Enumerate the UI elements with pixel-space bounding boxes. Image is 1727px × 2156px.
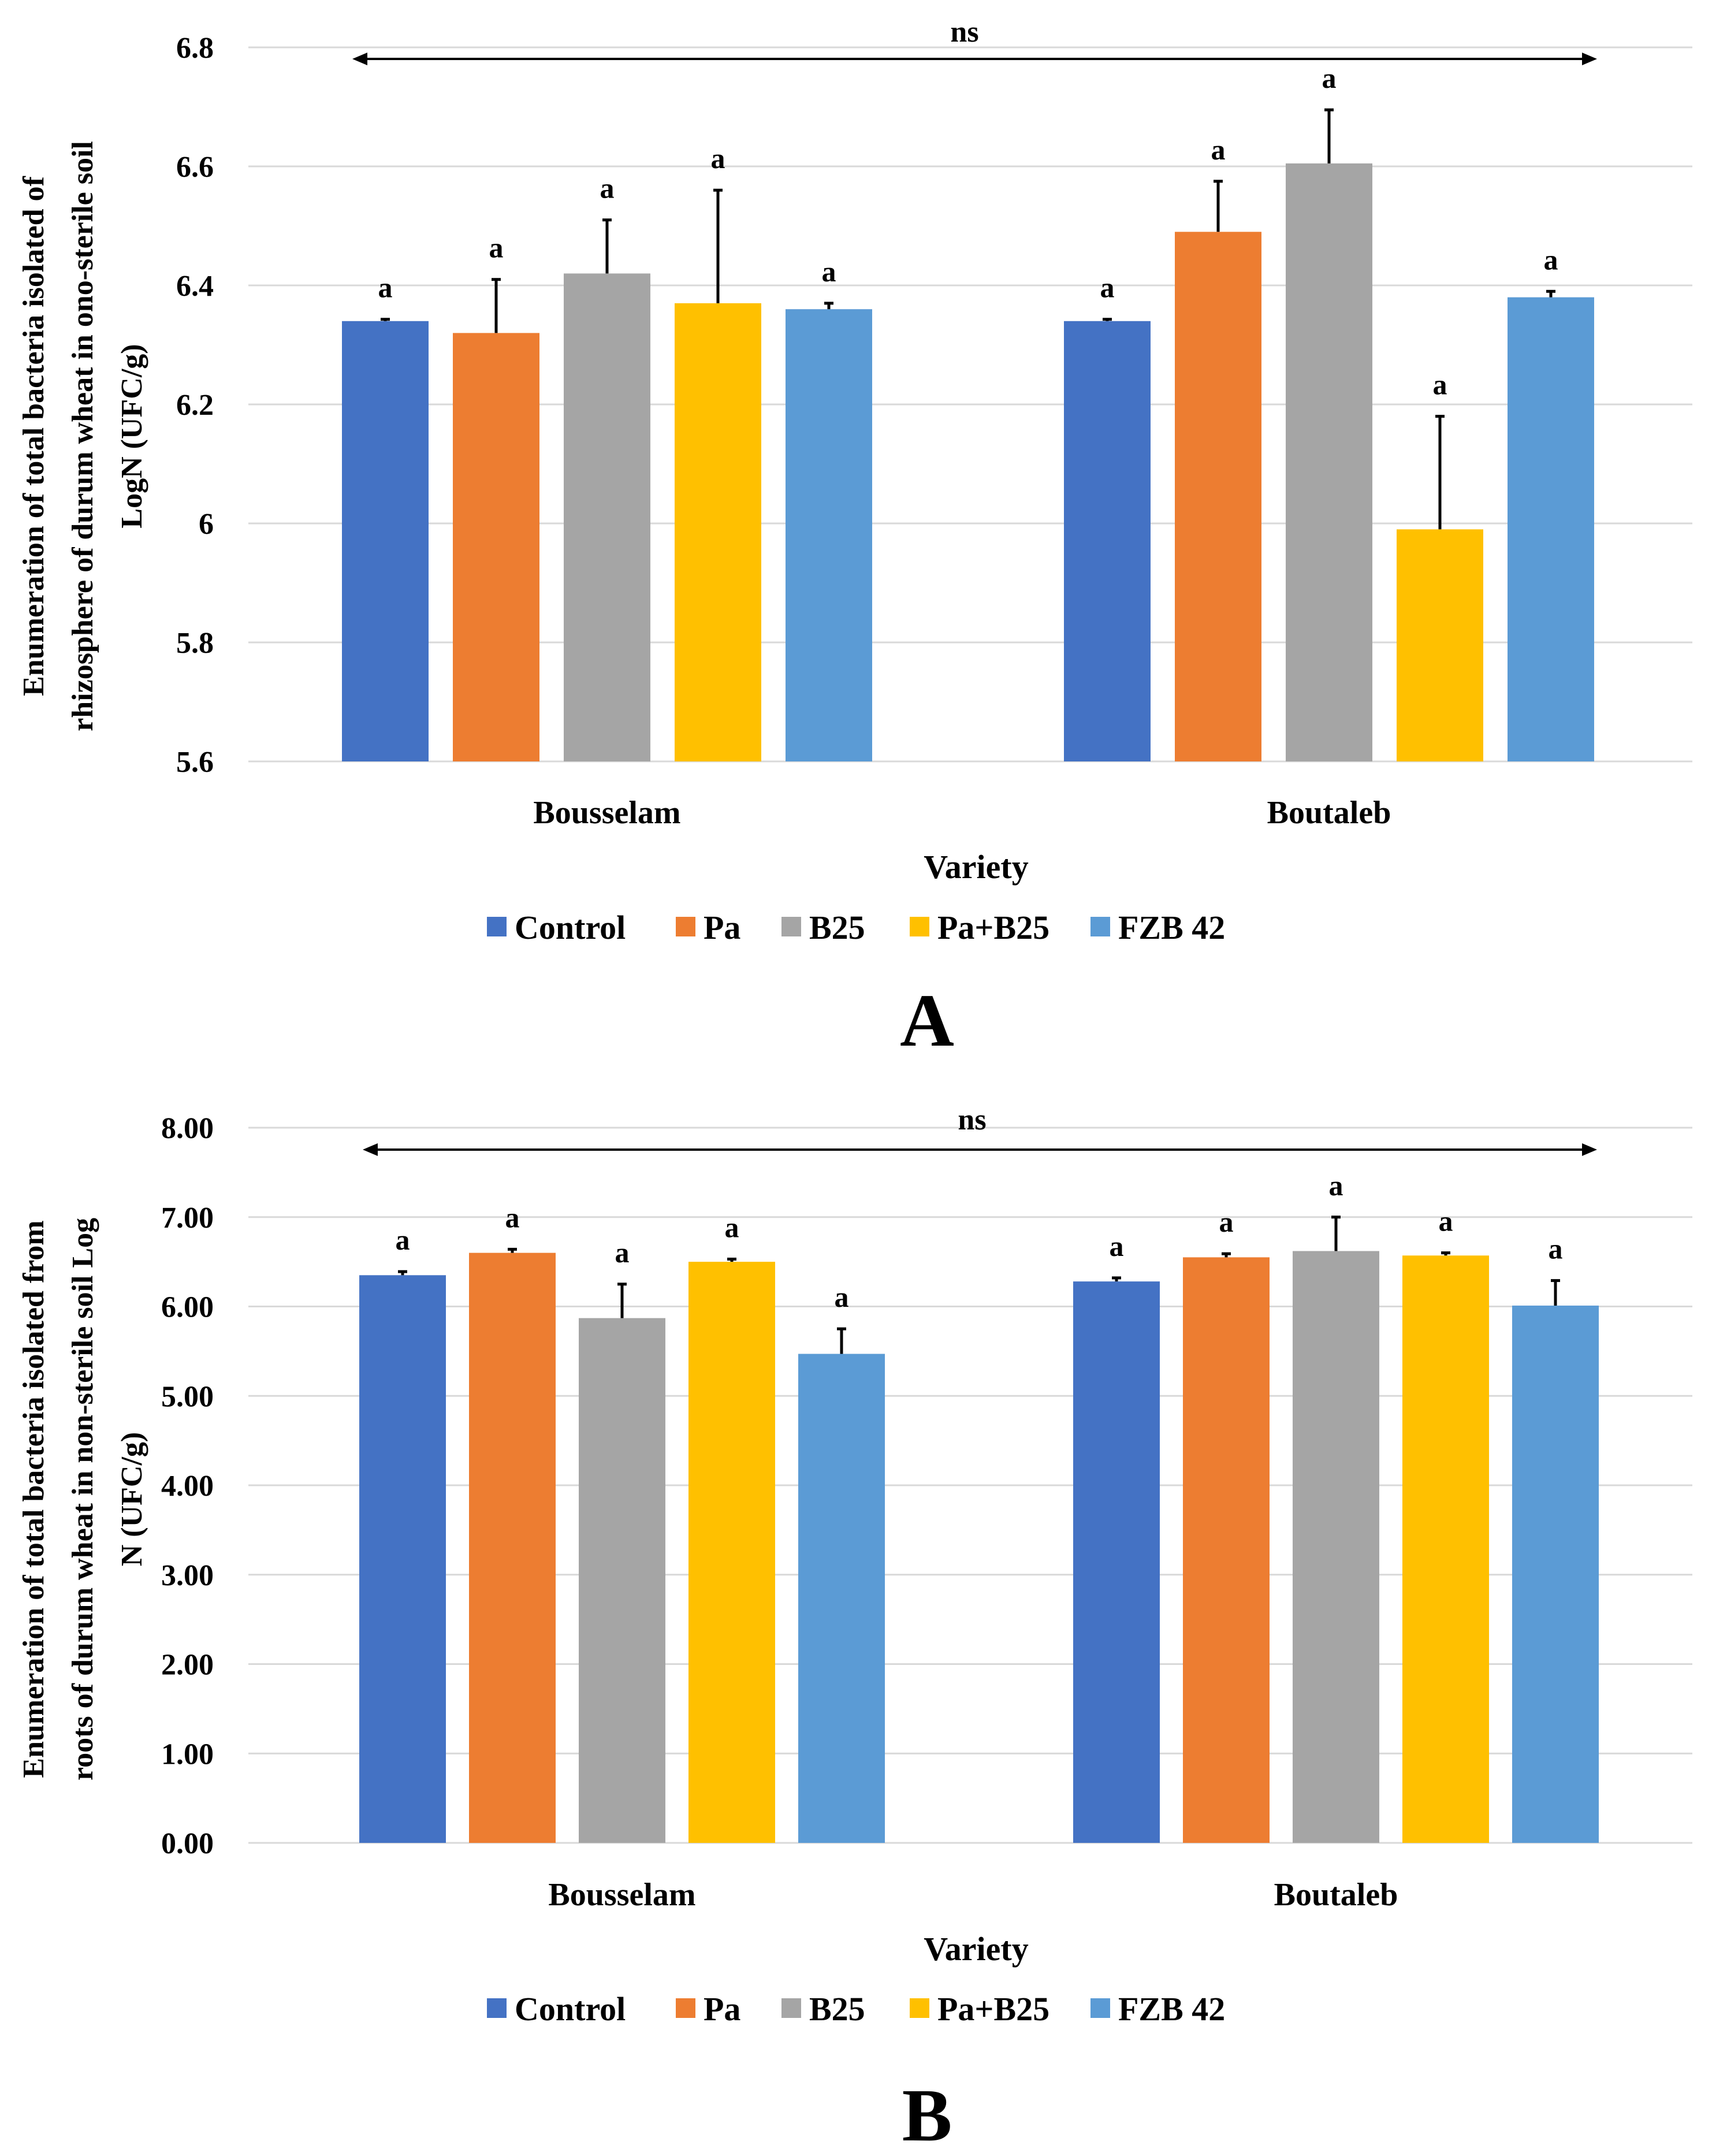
y-tick-label: 8.00 (161, 1112, 214, 1145)
y-axis-title-line: rhizosphere of durum wheat in ono-steril… (66, 141, 99, 731)
x-category-label: Boutaleb (1274, 1877, 1398, 1913)
y-tick-label: 6.4 (176, 270, 214, 303)
legend-swatch (487, 917, 507, 936)
significance-letter: a (711, 142, 725, 174)
significance-letter: a (1433, 369, 1447, 401)
legend-swatch (1090, 1998, 1110, 2018)
legend-swatch (910, 1998, 929, 2018)
y-tick-label: 6.00 (161, 1291, 214, 1324)
bar-control-boutaleb (1064, 321, 1151, 761)
significance-letter: a (1100, 272, 1115, 304)
legend-label: B25 (809, 1990, 865, 2028)
y-tick-label: 3.00 (161, 1559, 214, 1592)
y-tick-label: 6 (199, 508, 214, 541)
bar-pa-b25-boutaleb (1397, 529, 1483, 761)
legend-label: Pa+B25 (937, 909, 1049, 946)
significance-letter: a (600, 172, 615, 205)
bar-pa-b25-bousselam (675, 303, 761, 761)
ns-arrow-head-left (352, 53, 367, 65)
significance-letter: a (1549, 1233, 1563, 1265)
x-category-label: Bousselam (548, 1877, 695, 1913)
significance-letter: a (396, 1224, 410, 1256)
bar-fzb-42-bousselam (786, 309, 872, 761)
legend-swatch (676, 1998, 695, 2018)
y-tick-label: 7.00 (161, 1202, 214, 1235)
legend-swatch (781, 917, 801, 936)
y-tick-label: 1.00 (161, 1738, 214, 1771)
x-axis-title: Variety (924, 848, 1028, 886)
bar-pa-bousselam (469, 1252, 556, 1843)
significance-letter: a (725, 1211, 739, 1243)
legend-label: Pa+B25 (937, 1990, 1049, 2028)
significance-letter: a (1211, 133, 1226, 166)
significance-letter: a (615, 1236, 630, 1269)
significance-letter: a (1219, 1206, 1234, 1238)
y-tick-label: 2.00 (161, 1649, 214, 1682)
legend-label: Pa (704, 909, 740, 946)
legend-label: B25 (809, 909, 865, 946)
significance-letter: a (1329, 1169, 1343, 1202)
chart-panel-b: 0.00 1.00 2.00 3.00 4.00 5.00 6.00 7.00 8.00 Enum… (17, 1103, 1692, 2156)
significance-letter: a (505, 1201, 520, 1233)
bar-pa-b25-boutaleb (1402, 1255, 1489, 1843)
y-tick-label: 6.6 (176, 151, 214, 184)
y-tick-label: 5.00 (161, 1380, 214, 1413)
panel-label: A (900, 979, 954, 1062)
bar-b25-bousselam (564, 273, 650, 761)
significance-letter: a (1544, 243, 1558, 276)
y-axis-title-line: roots of durum wheat in non-sterile soil… (66, 1218, 99, 1780)
significance-letter: a (1322, 62, 1337, 94)
legend-swatch (781, 1998, 801, 2018)
significance-letter: a (489, 232, 504, 264)
x-category-label: Bousselam (533, 795, 680, 831)
y-axis-title-line: Enumeration of total bacteria isolated f… (17, 1220, 50, 1778)
y-axis-title-line: N (UFC/g) (116, 1432, 148, 1567)
ns-arrow-head-right (1582, 1143, 1597, 1156)
significance-letter: a (1110, 1230, 1124, 1262)
bar-b25-boutaleb (1293, 1251, 1379, 1843)
y-tick-label: 5.8 (176, 627, 214, 660)
legend-label: Control (515, 1990, 626, 2028)
ns-arrow-head-right (1582, 53, 1597, 65)
ns-arrow-head-left (363, 1143, 378, 1156)
bar-pa-bousselam (453, 333, 539, 761)
bar-pa-b25-bousselam (688, 1262, 775, 1843)
legend-swatch (487, 1998, 507, 2018)
legend-label: FZB 42 (1118, 909, 1225, 946)
x-category-label: Boutaleb (1267, 795, 1391, 831)
significance-letter: a (835, 1281, 849, 1313)
y-tick-label: 5.6 (176, 746, 214, 779)
legend-swatch (676, 917, 695, 936)
panel-label: B (902, 2074, 952, 2156)
y-axis-title-line: LogN (UFC/g) (116, 344, 148, 528)
legend-label: FZB 42 (1118, 1990, 1225, 2028)
legend-label: Pa (704, 1990, 740, 2028)
bar-control-bousselam (342, 321, 429, 761)
x-axis-title: Variety (924, 1930, 1028, 1968)
significance-letter: a (1439, 1205, 1453, 1237)
ns-annotation: ns (958, 1103, 986, 1136)
bar-fzb-42-boutaleb (1512, 1305, 1599, 1843)
legend-label: Control (515, 909, 626, 946)
significance-letter: a (378, 272, 393, 304)
ns-annotation: ns (950, 16, 978, 49)
bar-control-bousselam (359, 1275, 446, 1843)
legend-swatch (1090, 917, 1110, 936)
bar-fzb-42-boutaleb (1508, 297, 1594, 761)
bar-control-boutaleb (1073, 1281, 1160, 1843)
significance-letter: a (822, 255, 836, 288)
legend-swatch (910, 917, 929, 936)
bar-b25-bousselam (579, 1318, 665, 1843)
chart-panel-a: 5.6 5.8 6 6.2 6.4 6.6 6.8 Enumeration of total … (17, 16, 1692, 1062)
bar-pa-boutaleb (1175, 232, 1261, 761)
y-tick-label: 4.00 (161, 1470, 214, 1503)
bar-pa-boutaleb (1183, 1257, 1270, 1843)
y-axis-title-line: Enumeration of total bacteria isolated o… (17, 176, 50, 696)
bar-b25-boutaleb (1286, 163, 1372, 762)
bar-fzb-42-bousselam (798, 1354, 885, 1843)
y-tick-label: 6.8 (176, 32, 214, 65)
y-tick-label: 6.2 (176, 389, 214, 422)
y-tick-label: 0.00 (161, 1827, 214, 1860)
